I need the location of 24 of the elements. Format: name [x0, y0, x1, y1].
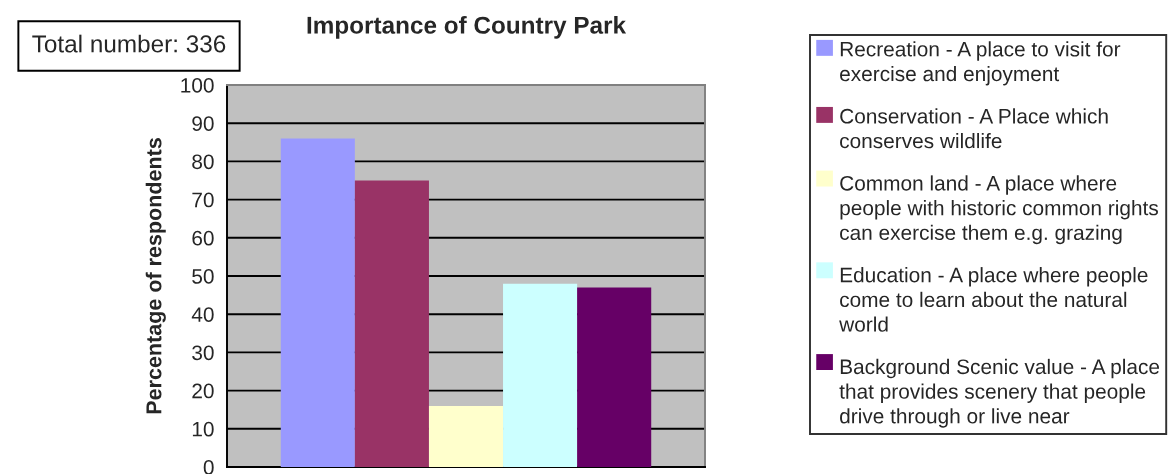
y-tick-label: 30: [192, 345, 214, 361]
bar: [280, 138, 355, 467]
legend-label: Common land - A place where people with historic common rights can exercise them e.g. grazing: [840, 175, 1158, 245]
legend-label: Recreation - A place to visit for exercise and enjoyment: [840, 41, 1121, 86]
y-tick-label: 50: [192, 269, 214, 284]
y-tick-label: 40: [191, 307, 214, 322]
text: Total number: 336: [32, 34, 226, 53]
bar: [428, 405, 504, 467]
legend-label: Background Scenic value - A place that provides scenery that people drive through or live near: [839, 358, 1160, 428]
bar: [354, 180, 429, 467]
y-tick-label: 10: [192, 421, 214, 437]
bar: [577, 287, 652, 467]
bar: [503, 283, 578, 467]
y-tick-label: 0: [203, 460, 214, 474]
y-tick-label: 60: [192, 230, 214, 246]
chart-title: Importance of Country Park: [307, 16, 627, 39]
legend-label: Education - A place where people come to learn about the natural world: [839, 267, 1148, 332]
legend-label: Conservation - A Place which conserves wildlife: [840, 108, 1108, 149]
y-tick-label: 100: [181, 78, 214, 93]
y-tick-label: 90: [192, 116, 214, 131]
y-tick-label: 80: [192, 154, 214, 170]
y-tick-label: 70: [192, 192, 214, 208]
y-tick-label: 20: [192, 383, 214, 399]
y-axis-title: Percentage of respondents: [145, 138, 166, 414]
